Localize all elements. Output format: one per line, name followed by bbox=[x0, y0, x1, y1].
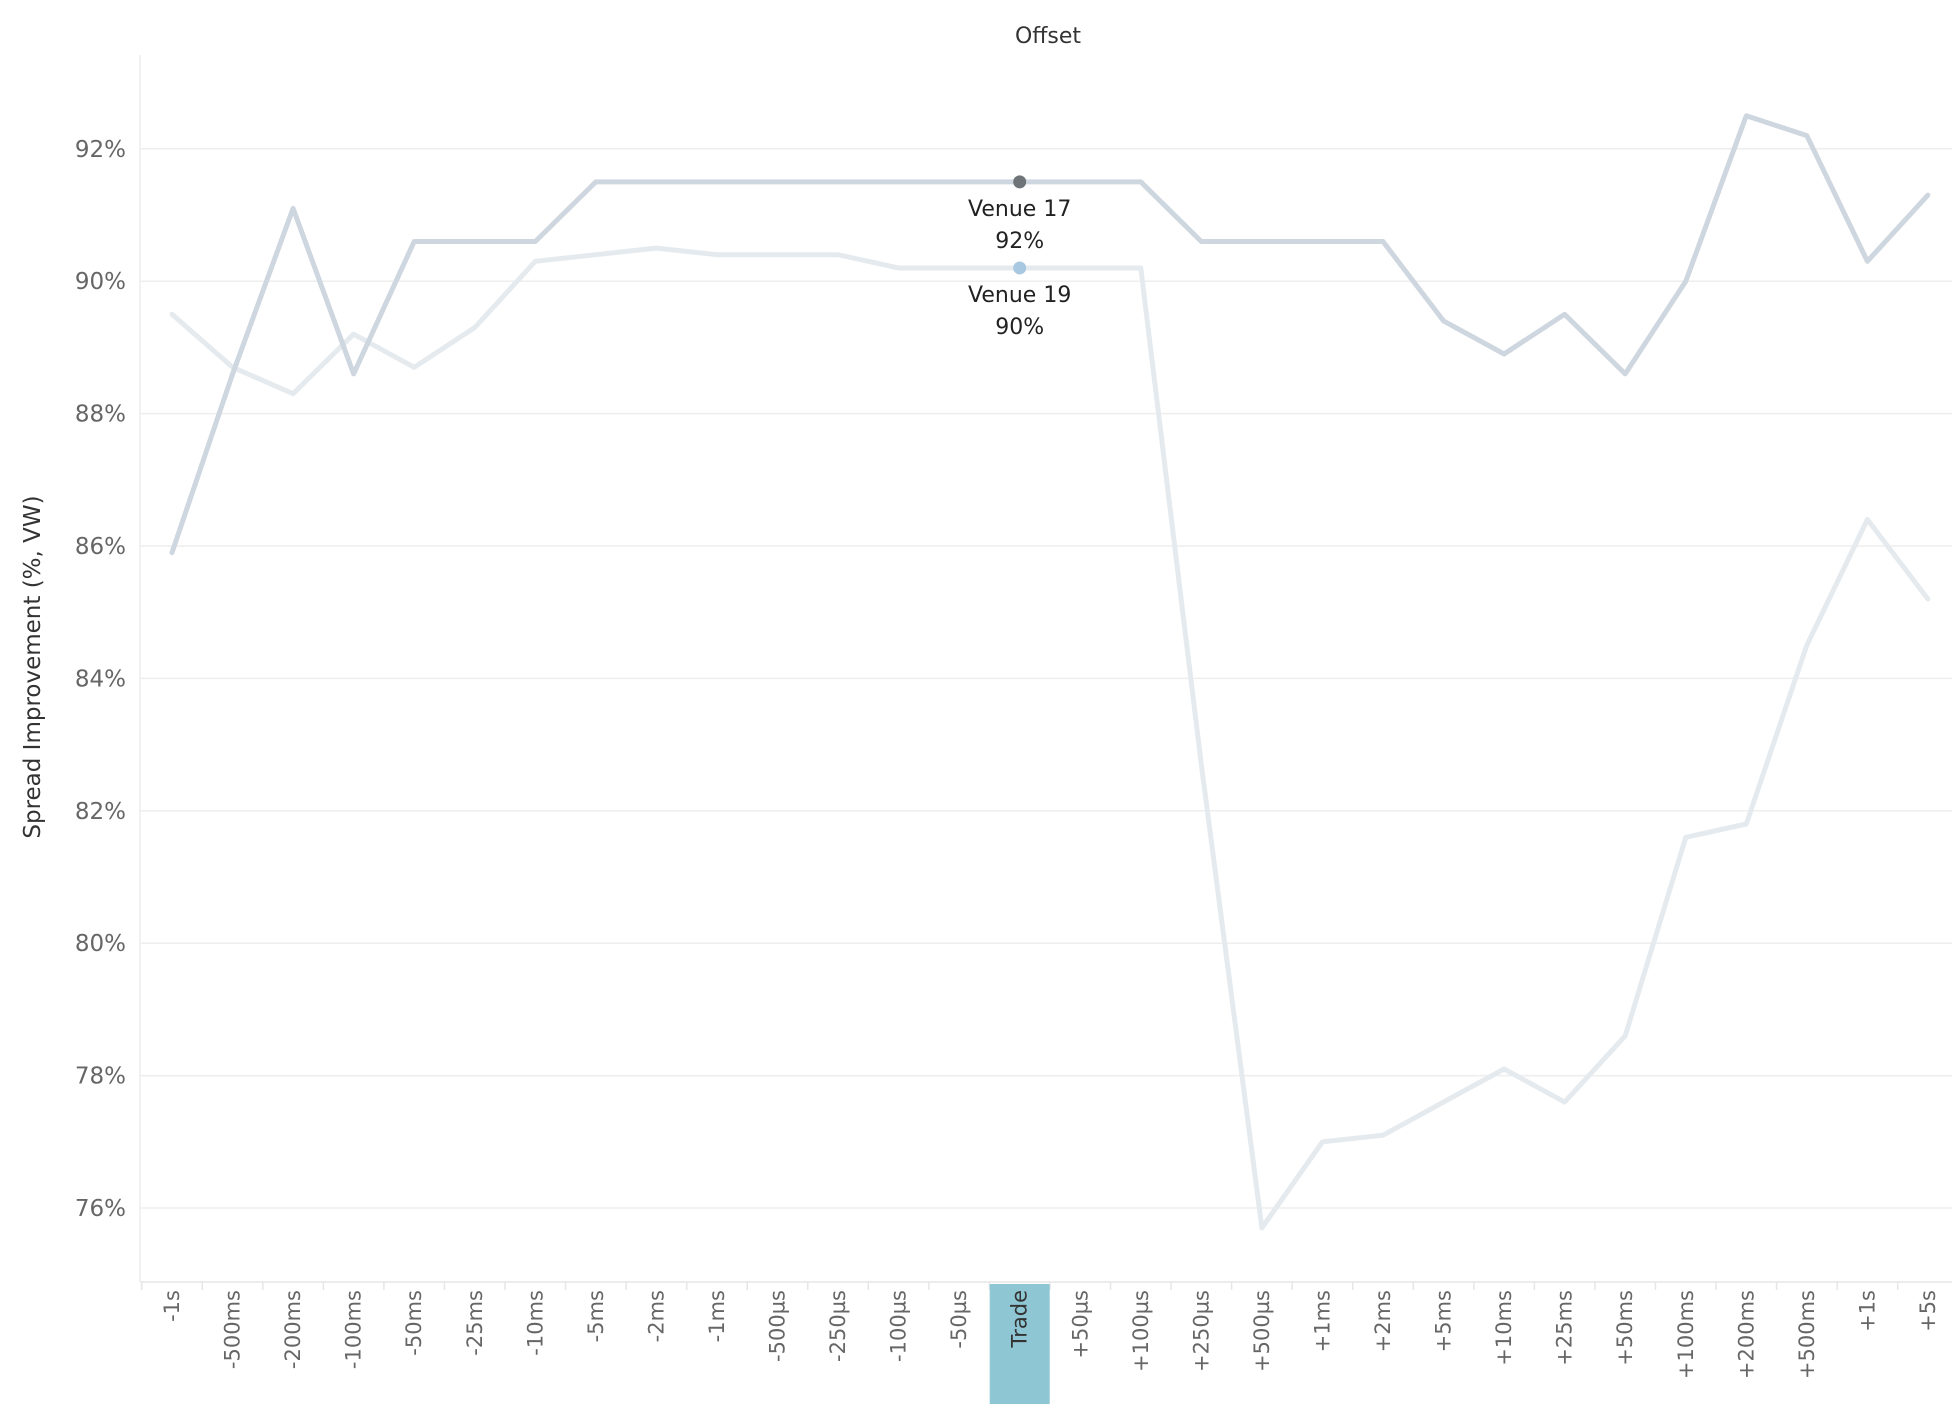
x-tick-label[interactable]: +100ms bbox=[1674, 1290, 1698, 1379]
x-tick-label[interactable]: +50µs bbox=[1068, 1290, 1092, 1359]
x-tick-label[interactable]: -2ms bbox=[644, 1290, 668, 1342]
x-axis: -1s -500ms -200ms -100ms -50ms -25ms -10ms -5ms… bbox=[140, 1282, 1940, 1404]
highlight-point[interactable] bbox=[1013, 261, 1027, 275]
x-tick-label[interactable]: +250µs bbox=[1189, 1290, 1213, 1372]
x-tick-label[interactable]: -100µs bbox=[887, 1290, 911, 1362]
x-tick-label[interactable]: +500ms bbox=[1795, 1290, 1819, 1379]
series-line[interactable] bbox=[169, 245, 1931, 1231]
gridlines bbox=[139, 55, 1952, 1283]
x-tick-label[interactable]: -50ms bbox=[402, 1290, 426, 1356]
x-tick-label[interactable]: +2ms bbox=[1371, 1290, 1395, 1352]
y-tick-label: 92% bbox=[75, 137, 126, 163]
chart-title: Offset bbox=[1015, 24, 1081, 49]
x-tick-label[interactable]: -50µs bbox=[947, 1290, 971, 1349]
y-axis-title: Spread Improvement (%, VW) bbox=[20, 495, 46, 838]
x-tick-label[interactable]: +1s bbox=[1855, 1290, 1879, 1332]
x-tick-label[interactable]: +50ms bbox=[1613, 1290, 1637, 1366]
annotation-value: 90% bbox=[995, 315, 1044, 340]
x-tick-label[interactable]: +100µs bbox=[1129, 1290, 1153, 1372]
y-axis: 76% 78% 80% 82% 84% 86% 88% 90% 92% bbox=[75, 137, 126, 1222]
annotation-value: 92% bbox=[995, 229, 1044, 254]
y-tick-label: 76% bbox=[75, 1196, 126, 1222]
x-tick-label[interactable]: -200ms bbox=[281, 1290, 305, 1369]
x-tick-label[interactable]: -1ms bbox=[705, 1290, 729, 1342]
x-tick-label[interactable]: +200ms bbox=[1734, 1290, 1758, 1379]
x-tick-label[interactable]: -500ms bbox=[221, 1290, 245, 1369]
annotation-label: Venue 17 bbox=[968, 197, 1071, 222]
x-tick-label[interactable]: -1s bbox=[160, 1290, 184, 1322]
highlight-point[interactable] bbox=[1013, 175, 1027, 189]
x-tick-label[interactable]: +10ms bbox=[1492, 1290, 1516, 1366]
x-tick-label[interactable]: +5s bbox=[1916, 1290, 1940, 1332]
annotations: Venue 17 92% Venue 19 90% bbox=[968, 175, 1071, 340]
x-tick-label[interactable]: -500µs bbox=[766, 1290, 790, 1362]
x-tick-label[interactable]: Trade bbox=[1008, 1290, 1032, 1349]
y-tick-label: 88% bbox=[75, 402, 126, 428]
y-tick-label: 86% bbox=[75, 534, 126, 560]
x-tick-label[interactable]: -5ms bbox=[584, 1290, 608, 1342]
x-tick-label[interactable]: +500µs bbox=[1250, 1290, 1274, 1372]
series-line[interactable] bbox=[169, 113, 1931, 556]
annotation-label: Venue 19 bbox=[968, 283, 1071, 308]
x-tick-label[interactable]: -250µs bbox=[826, 1290, 850, 1362]
x-highlight-band bbox=[989, 1284, 1050, 1404]
y-tick-label: 80% bbox=[75, 931, 126, 957]
x-tick-label[interactable]: -10ms bbox=[523, 1290, 547, 1356]
y-tick-label: 90% bbox=[75, 269, 126, 295]
x-tick-label[interactable]: +5ms bbox=[1432, 1290, 1456, 1352]
series-lines bbox=[169, 113, 1931, 1231]
y-tick-label: 78% bbox=[75, 1064, 126, 1090]
x-tick-label[interactable]: -25ms bbox=[463, 1290, 487, 1356]
y-tick-label: 84% bbox=[75, 666, 126, 692]
x-tick-label[interactable]: -100ms bbox=[342, 1290, 366, 1369]
x-tick-label[interactable]: +1ms bbox=[1310, 1290, 1334, 1352]
x-tick-label[interactable]: +25ms bbox=[1553, 1290, 1577, 1366]
y-tick-label: 82% bbox=[75, 799, 126, 825]
